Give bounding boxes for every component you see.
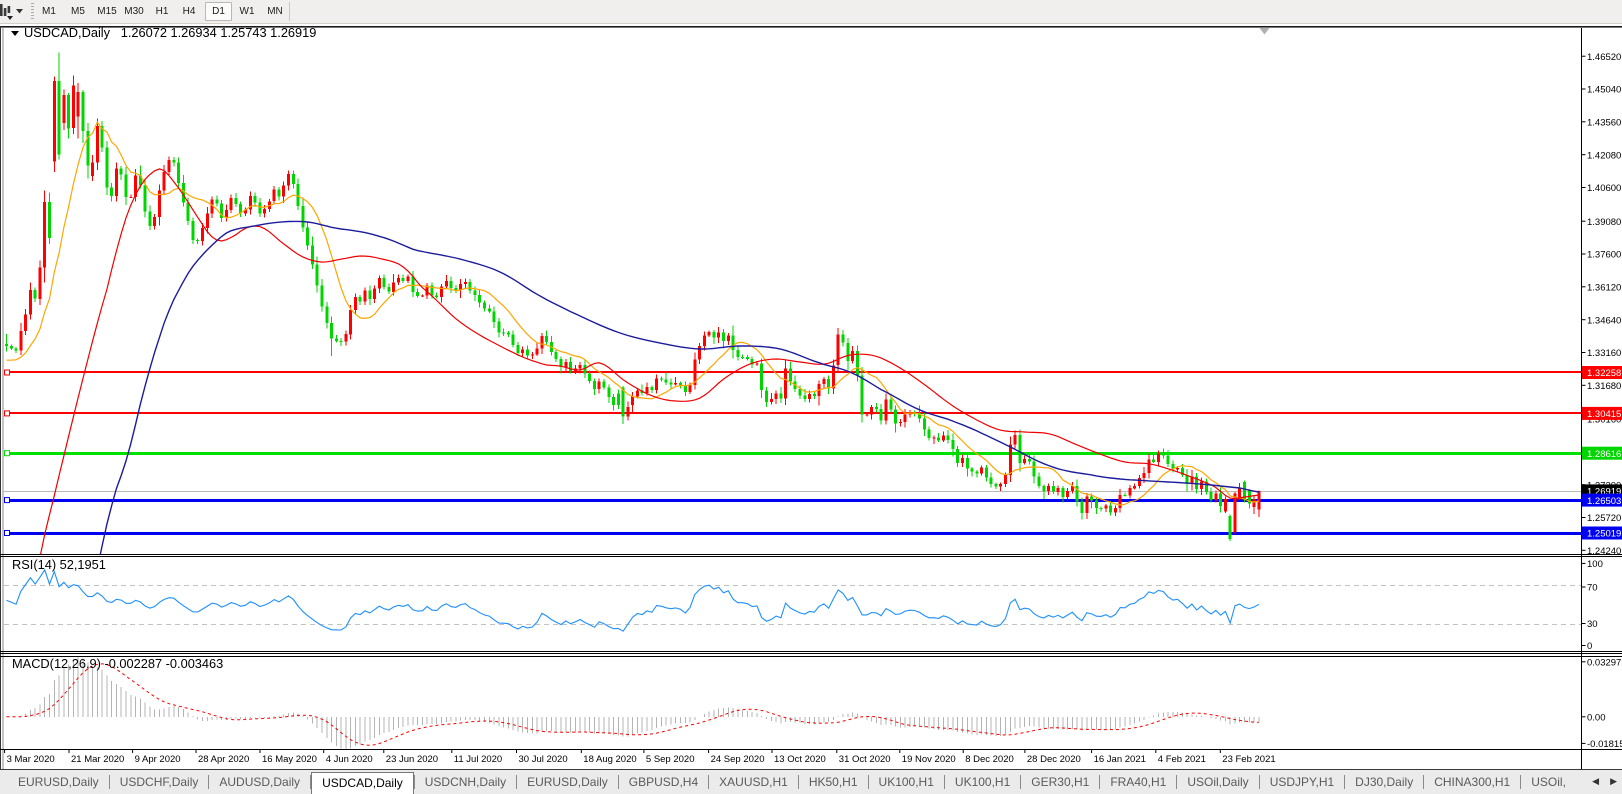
svg-text:1.26919: 1.26919 bbox=[1587, 487, 1621, 498]
svg-text:1.42080: 1.42080 bbox=[1587, 150, 1621, 161]
svg-text:1.36120: 1.36120 bbox=[1587, 283, 1621, 294]
svg-text:0: 0 bbox=[1587, 641, 1592, 652]
svg-text:8 Dec 2020: 8 Dec 2020 bbox=[965, 754, 1014, 765]
svg-text:31 Oct 2020: 31 Oct 2020 bbox=[839, 754, 891, 765]
svg-text:0.032972: 0.032972 bbox=[1587, 658, 1622, 669]
svg-text:MACD(12,26,9) -0.002287 -0.003: MACD(12,26,9) -0.002287 -0.003463 bbox=[12, 656, 223, 671]
svg-text:11 Jul 2020: 11 Jul 2020 bbox=[454, 754, 502, 765]
svg-text:1.34640: 1.34640 bbox=[1587, 315, 1621, 326]
svg-text:1.43560: 1.43560 bbox=[1587, 118, 1621, 129]
svg-text:23 Jun 2020: 23 Jun 2020 bbox=[386, 754, 438, 765]
svg-text:1.37600: 1.37600 bbox=[1587, 250, 1621, 261]
svg-text:23 Feb 2021: 23 Feb 2021 bbox=[1222, 754, 1275, 765]
svg-text:1.25019: 1.25019 bbox=[1587, 529, 1621, 540]
svg-text:1.24240: 1.24240 bbox=[1587, 546, 1621, 557]
svg-text:4 Feb 2021: 4 Feb 2021 bbox=[1158, 754, 1206, 765]
svg-text:USDCAD,Daily 1.26072 1.26934: USDCAD,Daily 1.26072 1.26934 1.25743 1.2… bbox=[24, 25, 316, 40]
svg-text:30 Jul 2020: 30 Jul 2020 bbox=[519, 754, 568, 765]
svg-text:28 Dec 2020: 28 Dec 2020 bbox=[1027, 754, 1081, 765]
svg-text:1.33160: 1.33160 bbox=[1587, 348, 1621, 359]
svg-text:13 Oct 2020: 13 Oct 2020 bbox=[774, 754, 826, 765]
svg-text:16 Jan 2021: 16 Jan 2021 bbox=[1094, 754, 1146, 765]
svg-text:1.28616: 1.28616 bbox=[1587, 449, 1621, 460]
svg-text:70: 70 bbox=[1587, 583, 1598, 594]
svg-text:1.32258: 1.32258 bbox=[1587, 368, 1621, 379]
svg-text:18 Aug 2020: 18 Aug 2020 bbox=[583, 754, 636, 765]
svg-text:1.26503: 1.26503 bbox=[1587, 496, 1621, 507]
svg-text:21 Mar 2020: 21 Mar 2020 bbox=[71, 754, 124, 765]
svg-text:1.30415: 1.30415 bbox=[1587, 409, 1621, 420]
svg-text:28 Apr 2020: 28 Apr 2020 bbox=[198, 754, 249, 765]
svg-text:1.31680: 1.31680 bbox=[1587, 381, 1621, 392]
svg-text:30: 30 bbox=[1587, 619, 1598, 630]
svg-text:1.25720: 1.25720 bbox=[1587, 513, 1621, 524]
svg-text:4 Jun 2020: 4 Jun 2020 bbox=[326, 754, 373, 765]
svg-text:1.40600: 1.40600 bbox=[1587, 183, 1621, 194]
svg-text:3 Mar 2020: 3 Mar 2020 bbox=[7, 754, 55, 765]
svg-text:16 May 2020: 16 May 2020 bbox=[262, 754, 317, 765]
svg-text:1.46520: 1.46520 bbox=[1587, 52, 1621, 63]
svg-text:5 Sep 2020: 5 Sep 2020 bbox=[646, 754, 695, 765]
svg-text:1.45040: 1.45040 bbox=[1587, 85, 1621, 96]
svg-text:100: 100 bbox=[1587, 559, 1603, 570]
svg-text:0.00: 0.00 bbox=[1587, 713, 1606, 724]
svg-text:-0.018154: -0.018154 bbox=[1587, 739, 1622, 750]
svg-text:1.39080: 1.39080 bbox=[1587, 217, 1621, 228]
svg-text:19 Nov 2020: 19 Nov 2020 bbox=[902, 754, 956, 765]
svg-text:9 Apr 2020: 9 Apr 2020 bbox=[135, 754, 181, 765]
svg-text:24 Sep 2020: 24 Sep 2020 bbox=[711, 754, 765, 765]
svg-text:1.30160: 1.30160 bbox=[1587, 415, 1621, 426]
svg-text:RSI(14) 52,1951: RSI(14) 52,1951 bbox=[12, 557, 106, 572]
